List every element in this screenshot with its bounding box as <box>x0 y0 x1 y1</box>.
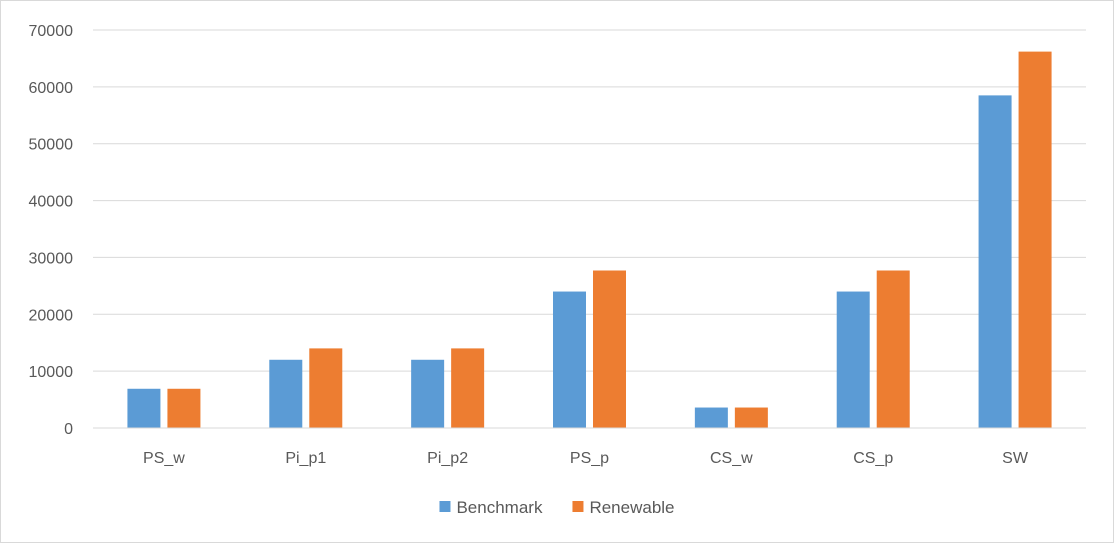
legend-swatch-benchmark <box>439 501 451 512</box>
axes: 0 10000 20000 30000 40000 50000 60000 70000 PS_w… <box>29 23 1086 467</box>
bar-benchmark <box>694 407 728 428</box>
bar-renewable <box>451 348 485 428</box>
x-tick-label: PS_w <box>143 450 185 467</box>
bar-benchmark <box>127 388 161 428</box>
bar-benchmark <box>553 291 586 428</box>
bar-benchmark <box>269 359 303 428</box>
x-tick-label: CS_w <box>710 450 753 467</box>
bar-renewable <box>876 270 910 428</box>
bar-renewable <box>309 348 343 428</box>
y-tick-label: 40000 <box>29 194 74 211</box>
legend-swatch-renewable <box>572 501 584 512</box>
y-tick-label: 10000 <box>29 364 74 381</box>
bar-renewable <box>1018 51 1052 428</box>
x-tick-label: CS_p <box>853 450 893 467</box>
bars <box>127 51 1052 428</box>
bar-renewable <box>167 388 201 428</box>
bar-benchmark <box>411 359 445 428</box>
x-tick-label: Pi_p2 <box>427 450 468 467</box>
y-tick-label: 30000 <box>29 250 74 267</box>
y-tick-label: 60000 <box>29 80 74 97</box>
y-tick-label: 0 <box>64 421 73 438</box>
x-tick-label: SW <box>1002 450 1029 467</box>
x-tick-label: Pi_p1 <box>285 450 326 467</box>
bar-renewable <box>593 270 626 428</box>
bar-renewable <box>734 407 768 428</box>
y-tick-label: 70000 <box>29 23 74 40</box>
y-tick-label: 20000 <box>29 307 74 324</box>
legend: Benchmark Renewable <box>439 498 675 517</box>
gridlines <box>93 29 1086 372</box>
y-tick-label: 50000 <box>29 137 74 154</box>
bar-benchmark <box>978 95 1012 428</box>
legend-label: Benchmark <box>456 498 542 517</box>
legend-label: Renewable <box>589 498 674 517</box>
x-tick-label: PS_p <box>570 450 609 467</box>
bar-benchmark <box>836 291 870 428</box>
